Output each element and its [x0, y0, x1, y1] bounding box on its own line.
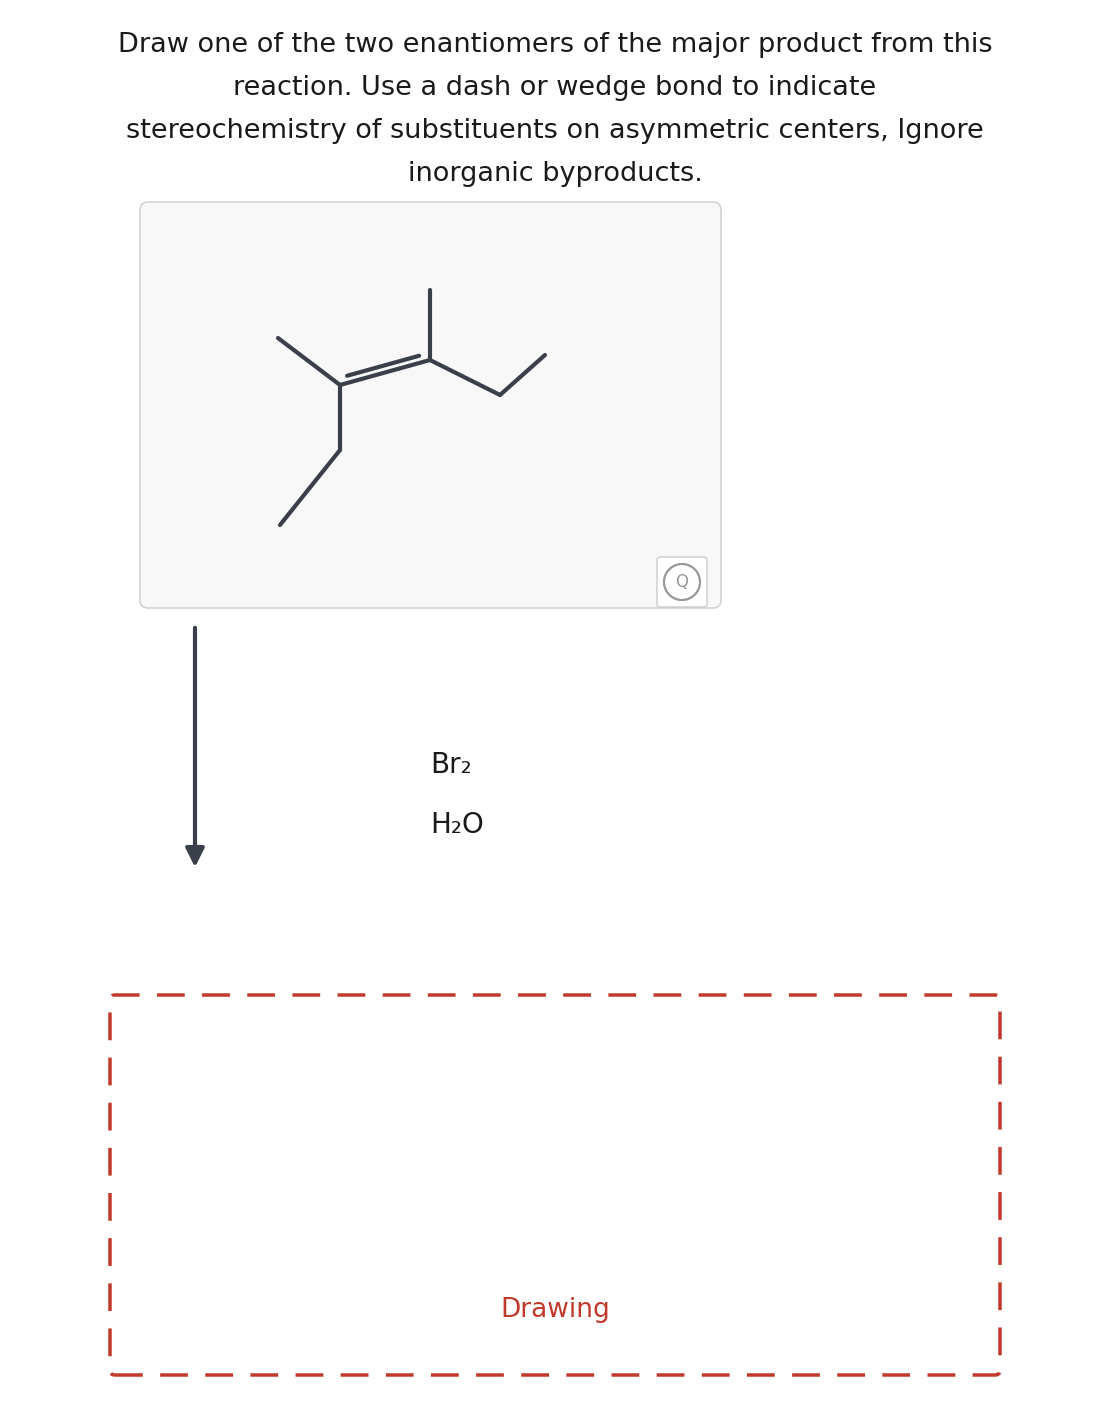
Text: reaction. Use a dash or wedge bond to indicate: reaction. Use a dash or wedge bond to in…: [233, 75, 877, 101]
FancyBboxPatch shape: [140, 202, 722, 607]
Text: Br₂: Br₂: [430, 751, 472, 779]
Text: inorganic byproducts.: inorganic byproducts.: [407, 162, 703, 187]
FancyBboxPatch shape: [110, 995, 1000, 1375]
Text: H₂O: H₂O: [430, 811, 484, 839]
FancyBboxPatch shape: [657, 557, 707, 607]
Text: Q: Q: [676, 574, 688, 591]
Text: stereochemistry of substituents on asymmetric centers, Ignore: stereochemistry of substituents on asymm…: [127, 118, 983, 143]
Text: Draw one of the two enantiomers of the major product from this: Draw one of the two enantiomers of the m…: [118, 32, 992, 58]
Text: Drawing: Drawing: [501, 1296, 609, 1323]
